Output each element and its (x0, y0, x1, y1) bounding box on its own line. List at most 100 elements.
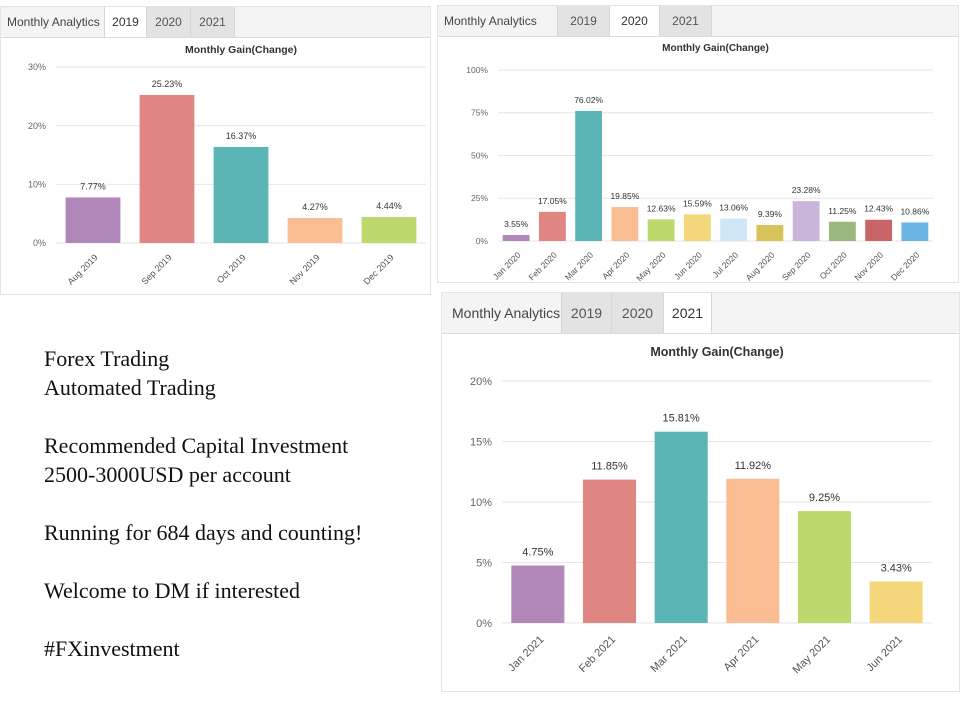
bar[interactable] (538, 211, 566, 241)
y-tick-label: 30% (28, 62, 46, 72)
promo-line-welcome-dm: Welcome to DM if interested (44, 578, 301, 603)
bar-value-label: 4.44% (376, 201, 402, 211)
tab-2020[interactable]: 2020 (610, 6, 660, 36)
tab-monthly-analytics[interactable]: Monthly Analytics (438, 6, 558, 36)
bar[interactable] (865, 219, 893, 241)
x-category-label: Apr 2021 (721, 634, 761, 674)
bar[interactable] (287, 217, 343, 243)
promo-line-capital-amount: 2500-3000USD per account (44, 462, 291, 487)
y-tick-label: 10% (470, 497, 492, 509)
y-tick-label: 0% (476, 618, 492, 630)
bar[interactable] (647, 219, 675, 241)
bar[interactable] (901, 222, 929, 241)
y-tick-label: 5% (476, 557, 492, 569)
bar-value-label: 15.59% (683, 198, 712, 208)
y-tick-label: 0% (33, 238, 46, 248)
promo-line-automated-trading: Automated Trading (44, 375, 216, 400)
tab-2020[interactable]: 2020 (147, 7, 191, 37)
chart-title: Monthly Gain(Change) (650, 345, 783, 359)
bar-value-label: 23.28% (792, 185, 821, 195)
tab-2021[interactable]: 2021 (660, 6, 712, 36)
x-category-label: Nov 2020 (852, 250, 885, 283)
bar[interactable] (361, 216, 417, 243)
bar[interactable] (611, 207, 639, 241)
tab-2020[interactable]: 2020 (612, 293, 664, 333)
x-category-label: Nov 2019 (287, 252, 321, 286)
tab-2019[interactable]: 2019 (558, 6, 610, 36)
bar[interactable] (575, 111, 603, 241)
x-category-label: Dec 2020 (889, 250, 922, 283)
bar[interactable] (792, 201, 820, 241)
promo-line-hashtag: #FXinvestment (44, 636, 180, 661)
bar[interactable] (683, 214, 711, 241)
bar[interactable] (726, 478, 780, 623)
x-category-label: Sep 2019 (139, 252, 173, 286)
x-category-label: Aug 2019 (65, 252, 99, 286)
bar-value-label: 10.86% (900, 206, 929, 216)
bar-value-label: 3.55% (504, 219, 529, 229)
bar[interactable] (869, 581, 923, 623)
analytics-panel-2020: Monthly Analytics 2019 2020 2021 Monthly… (437, 5, 959, 283)
tab-2021[interactable]: 2021 (191, 7, 235, 37)
x-category-label: Dec 2019 (361, 252, 395, 286)
bar[interactable] (213, 146, 269, 243)
bar-value-label: 25.23% (152, 79, 183, 89)
bar[interactable] (582, 479, 637, 623)
tab-bar: Monthly Analytics 2019 2020 2021 (438, 6, 958, 37)
promo-line-running-days: Running for 684 days and counting! (44, 520, 363, 545)
bar[interactable] (797, 511, 852, 623)
x-category-label: Feb 2021 (577, 634, 618, 675)
x-category-label: Jan 2020 (491, 250, 523, 282)
promo-text: Forex Trading Automated Trading Recommen… (44, 344, 362, 663)
bar[interactable] (502, 234, 530, 241)
x-category-label: Jun 2020 (672, 250, 704, 282)
tab-monthly-analytics[interactable]: Monthly Analytics (442, 293, 562, 333)
y-tick-label: 15% (470, 436, 492, 448)
x-category-label: Jan 2021 (506, 634, 546, 674)
monthly-gain-chart: Monthly Gain(Change) 0% 5% 10% 15% 20% 4.75% Ja… (470, 345, 932, 676)
x-category-label: Jun 2021 (864, 634, 904, 674)
bar[interactable] (654, 431, 708, 623)
bar-value-label: 4.27% (302, 202, 328, 212)
tab-2019[interactable]: 2019 (562, 293, 612, 333)
tab-2019[interactable]: 2019 (105, 7, 147, 37)
x-category-label: Aug 2020 (744, 250, 777, 283)
promo-line-forex-trading: Forex Trading (44, 346, 170, 371)
bar[interactable] (720, 218, 748, 241)
bar-value-label: 13.06% (719, 203, 748, 213)
x-category-label: May 2020 (634, 250, 668, 283)
bar-value-label: 12.43% (864, 204, 893, 214)
y-tick-label: 20% (28, 121, 46, 131)
x-category-label: Feb 2020 (526, 250, 559, 283)
y-tick-label: 50% (471, 150, 488, 160)
x-category-label: Jul 2020 (710, 250, 740, 280)
x-category-label: Mar 2020 (563, 250, 596, 283)
analytics-panel-2021: Monthly Analytics 2019 2020 2021 Monthly… (441, 292, 960, 692)
bar-value-label: 9.25% (809, 492, 840, 504)
bar-value-label: 11.25% (828, 206, 857, 216)
bar[interactable] (756, 224, 784, 241)
bar[interactable] (139, 94, 195, 243)
monthly-gain-chart: Monthly Gain(Change) 0% 25% 50% 75% 100% 3.55%… (466, 43, 933, 283)
x-category-label: Mar 2021 (649, 634, 690, 675)
bar-value-label: 3.43% (881, 562, 912, 574)
bar[interactable] (511, 565, 565, 623)
bar[interactable] (65, 197, 121, 243)
x-category-label: Apr 2020 (600, 250, 632, 282)
tab-bar: Monthly Analytics 2019 2020 2021 (442, 293, 959, 334)
y-tick-label: 25% (471, 193, 488, 203)
y-tick-label: 10% (28, 179, 46, 189)
bar-value-label: 15.81% (663, 413, 701, 425)
bar[interactable] (828, 221, 856, 241)
bar-value-label: 17.05% (538, 196, 567, 206)
tab-monthly-analytics[interactable]: Monthly Analytics (1, 7, 105, 37)
chart-title: Monthly Gain(Change) (185, 44, 297, 56)
bar-value-label: 9.39% (758, 209, 783, 219)
tab-2021[interactable]: 2021 (664, 293, 712, 333)
bar-value-label: 76.02% (574, 95, 603, 105)
bar-value-label: 11.92% (735, 460, 772, 472)
bar-value-label: 11.85% (591, 461, 628, 473)
y-tick-label: 100% (466, 65, 488, 75)
x-category-label: Oct 2019 (215, 252, 248, 285)
bar-value-label: 7.77% (80, 181, 106, 191)
